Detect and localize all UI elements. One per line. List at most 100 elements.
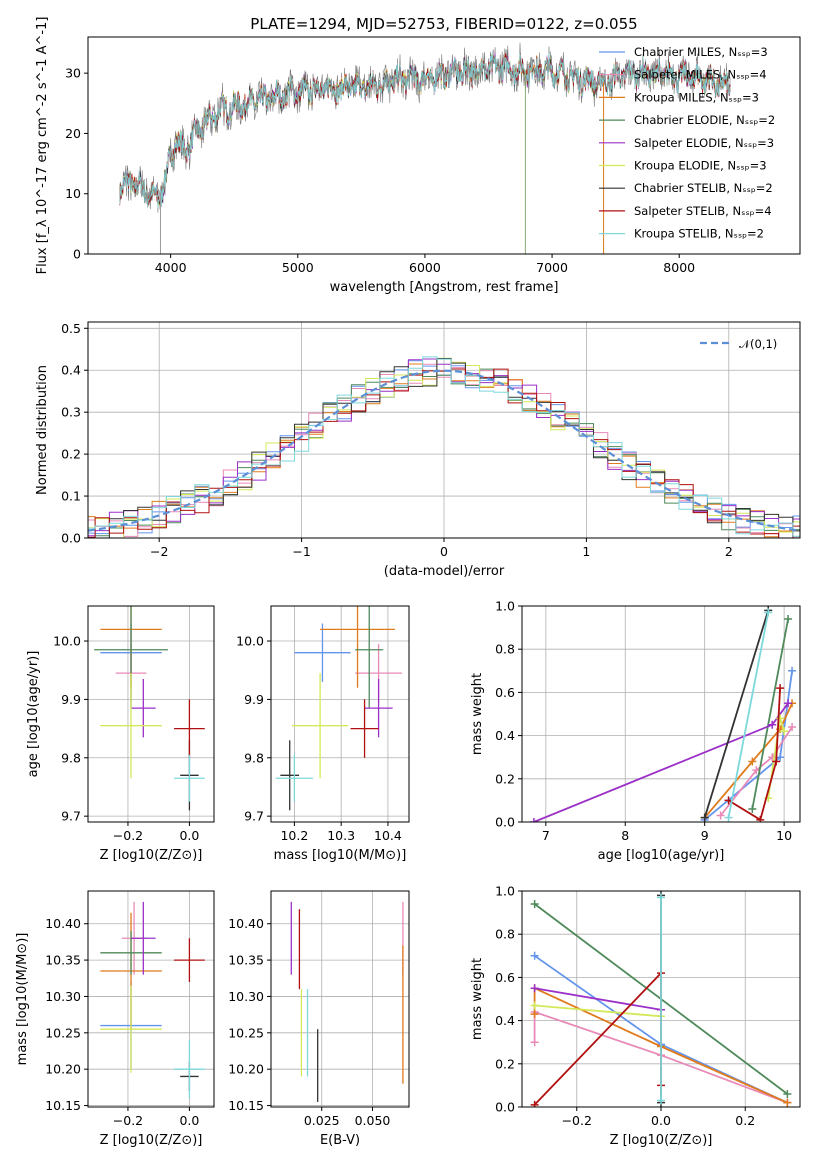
y-tick-label: 0 [73,247,81,262]
plus-marker [748,805,757,814]
y-tick-label: 0.5 [61,321,81,336]
y-tick-label: 10.35 [228,953,264,968]
legend-entry: Salpeter MILES, Nₛₛₚ=4 [634,68,767,82]
plus-marker [530,1001,539,1010]
legend-entry: Chabrier ELODIE, Nₛₛₚ=2 [634,113,775,127]
mass-weight-line [719,726,793,817]
legend-entry: Salpeter STELIB, Nₛₛₚ=4 [634,204,772,218]
y-tick-label: 0.8 [495,927,515,942]
x-axis-label: mass [log10(M/M⊙)] [274,848,407,863]
y-tick-label: 10 [65,186,81,201]
x-tick-label: −0.2 [113,1113,143,1128]
axes-frame [87,36,801,255]
x-tick-label: 5000 [282,260,314,275]
mass-weight-line [534,987,662,1011]
y-tick-label: 0.0 [495,815,515,830]
plus-marker [784,614,793,623]
y-tick-label: 10.25 [45,1025,81,1040]
y-tick-label: 0.1 [61,489,81,504]
y-tick-label: 10.0 [53,634,81,649]
x-tick-label: 2 [725,544,733,559]
x-tick-label: 4000 [155,260,187,275]
y-tick-label: 10.30 [228,989,264,1004]
plus-marker [772,757,781,766]
y-tick-label: 1.0 [495,599,515,614]
plus-marker [530,899,539,908]
x-tick-label: 0.0 [179,828,199,843]
plus-marker [657,893,665,902]
y-tick-label: 10.40 [45,916,81,931]
x-tick-label: −2 [150,544,168,559]
x-tick-label: 0 [440,544,448,559]
y-tick-label: 20 [65,126,81,141]
plus-marker [783,1090,792,1099]
x-tick-label: 10 [776,828,792,843]
y-tick-label: 10.20 [45,1062,81,1077]
plus-marker [764,608,773,617]
x-axis-label: age [log10(age/yr)] [598,848,725,863]
mass-weight-line [728,688,781,822]
plot-area [119,42,731,254]
x-tick-label: −1 [292,544,310,559]
x-axis-label: Z [log10(Z/Z⊙)] [610,1133,713,1148]
x-axis-label: Z [log10(Z/Z⊙)] [100,848,203,863]
plus-marker [530,1010,539,1019]
y-tick-label: 10.15 [45,1098,81,1113]
legend-entry: Salpeter ELODIE, Nₛₛₚ=3 [634,136,774,150]
y-axis-label: Flux [f_λ 10^-17 erg cm^-2 s^-1 A^-1] [35,17,50,275]
y-axis-label: age [log10(age/yr)] [26,651,41,778]
mass-weight-line [751,618,789,810]
y-tick-label: 0.2 [495,1056,515,1071]
x-tick-label: 10.2 [280,828,308,843]
mass-weight-line [727,612,770,818]
y-tick-label: 10.25 [228,1025,264,1040]
chart-title: PLATE=1294, MJD=52753, FIBERID=0122, z=0… [250,15,637,33]
y-tick-label: 10.30 [45,989,81,1004]
axes-frame [270,605,410,823]
x-tick-label: 8 [621,828,629,843]
y-tick-label: 0.2 [61,447,81,462]
plus-marker [748,757,757,766]
plus-marker [530,1038,539,1047]
axes-frame [270,890,410,1108]
plot-area [522,606,800,822]
legend-entry: Chabrier STELIB, Nₛₛₚ=2 [634,181,773,195]
y-tick-label: 9.9 [244,692,264,707]
plot-area [88,606,214,822]
plus-marker [788,666,797,675]
legend-entry: Kroupa ELODIE, Nₛₛₚ=3 [634,159,767,173]
plus-marker [529,818,538,822]
y-tick-label: 30 [65,66,81,81]
mass-weight-line [703,610,770,818]
plus-marker [768,720,777,729]
mass-weight-line [533,1010,788,1104]
x-tick-label: 0.0 [651,1113,671,1128]
x-tick-label: 0.0 [179,1113,199,1128]
normal-reference-curve [88,369,800,532]
y-tick-label: 10.20 [228,1062,264,1077]
x-tick-label: 7000 [536,260,568,275]
plus-marker [776,684,785,693]
x-tick-label: 10.4 [374,828,402,843]
mass-weight-line [533,986,788,1104]
y-tick-label: 0.4 [61,363,81,378]
x-tick-label: 8000 [663,260,695,275]
y-tick-label: 10.15 [228,1098,264,1113]
x-tick-label: −0.2 [113,828,143,843]
legend-entry: 𝒩(0,1) [739,337,777,351]
y-tick-label: 10.40 [228,916,264,931]
mass-weight-line [534,1004,662,1018]
y-axis-label: mass weight [470,958,485,1040]
plot-area [271,606,409,822]
legend-entry: Kroupa MILES, Nₛₛₚ=3 [634,90,759,104]
plot-area [88,891,214,1107]
y-tick-label: 0.0 [495,1100,515,1115]
y-tick-label: 0.4 [495,1013,515,1028]
y-tick-label: 9.8 [61,750,81,765]
y-axis-label: mass [log10(M/M⊙)] [15,933,30,1066]
y-tick-label: 9.8 [244,750,264,765]
x-axis-label: (data-model)/error [384,564,505,579]
plot-area [88,322,800,538]
y-tick-label: 9.7 [61,809,81,824]
y-tick-label: 10.0 [236,634,264,649]
